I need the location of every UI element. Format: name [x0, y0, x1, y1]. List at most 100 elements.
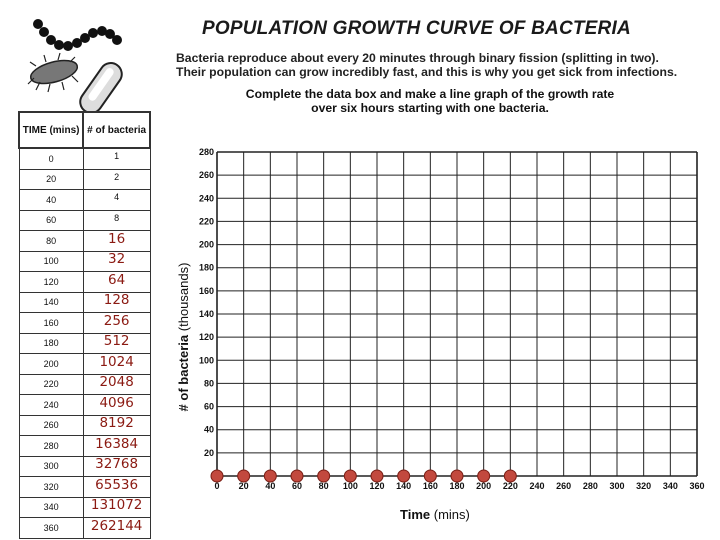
x-tick-label: 340 — [663, 481, 678, 491]
x-tick-label: 200 — [476, 481, 491, 491]
x-tick-label: 320 — [636, 481, 651, 491]
table-row: 180 512 — [18, 332, 151, 354]
data-point — [210, 469, 224, 483]
y-tick-label: 120 — [199, 332, 214, 342]
y-tick-label: 200 — [199, 240, 214, 250]
bacteria-chain-icon — [33, 19, 122, 51]
x-tick-label: 360 — [689, 481, 704, 491]
bacteria-cell[interactable]: 512 — [82, 332, 151, 354]
data-point — [237, 469, 251, 483]
y-tick-label: 260 — [199, 170, 214, 180]
intro-text: Bacteria reproduce about every 20 minute… — [176, 51, 716, 79]
table-row: 300 32768 — [18, 455, 151, 477]
x-tick-label: 140 — [396, 481, 411, 491]
x-tick-label: 60 — [292, 481, 302, 491]
table-row: 140 128 — [18, 291, 151, 313]
time-cell: 360 — [18, 517, 84, 539]
data-point — [450, 469, 464, 483]
time-cell: 0 — [18, 147, 84, 170]
handwritten-answer: 32768 — [95, 456, 139, 473]
handwritten-answer: 128 — [103, 292, 130, 309]
table-row: 360 262144 — [18, 517, 151, 539]
handwritten-answer: 32 — [108, 251, 126, 268]
table-row: 40 4 — [18, 189, 151, 211]
bacteria-cell[interactable]: 16 — [82, 230, 151, 252]
y-tick-label: 180 — [199, 263, 214, 273]
given-count: 2 — [114, 171, 120, 182]
x-tick-label: 160 — [423, 481, 438, 491]
intro-line-1: Bacteria reproduce about every 20 minute… — [176, 51, 659, 65]
y-tick-label: 100 — [199, 355, 214, 365]
bacteria-cell[interactable]: 32768 — [82, 455, 151, 477]
handwritten-answer: 4096 — [99, 394, 134, 411]
x-tick-label: 220 — [503, 481, 518, 491]
data-table: TIME (mins) # of bacteria 0 1 20 2 40 4 60 8 80 1… — [17, 111, 151, 539]
x-tick-label: 20 — [239, 481, 249, 491]
bacteria-cell[interactable]: 16384 — [82, 435, 151, 457]
handwritten-answer: 131072 — [90, 497, 143, 514]
rod-bacterium-icon — [27, 52, 79, 93]
x-axis-label-units: (mins) — [433, 507, 470, 522]
bacteria-cell[interactable]: 8192 — [82, 414, 151, 436]
data-point — [343, 469, 357, 483]
bacteria-cell[interactable]: 262144 — [82, 517, 151, 539]
handwritten-answer: 65536 — [95, 476, 139, 493]
bacteria-cell[interactable]: 1 — [82, 147, 151, 170]
handwritten-answer: 262144 — [90, 517, 143, 534]
x-tick-label: 260 — [556, 481, 571, 491]
x-tick-label: 40 — [265, 481, 275, 491]
handwritten-answer: 512 — [103, 333, 130, 350]
time-column-header: TIME (mins) — [17, 111, 85, 149]
instructions: Complete the data box and make a line gr… — [210, 87, 650, 115]
y-tick-label: 280 — [199, 147, 214, 157]
table-row: 280 16384 — [18, 435, 151, 457]
data-point — [423, 469, 437, 483]
bacteria-cell[interactable]: 2048 — [82, 373, 151, 395]
table-row: 80 16 — [18, 230, 151, 252]
data-point — [263, 469, 277, 483]
data-point — [397, 469, 411, 483]
y-tick-label: 80 — [204, 378, 214, 388]
x-axis-label: Time (mins) — [400, 507, 470, 522]
instruction-line-2: over six hours starting with one bacteri… — [311, 101, 549, 115]
bacteria-illustration — [27, 19, 123, 112]
page-title: POPULATION GROWTH CURVE OF BACTERIA — [202, 18, 631, 39]
x-tick-label: 80 — [319, 481, 329, 491]
handwritten-answer: 8192 — [99, 415, 134, 432]
data-point — [317, 469, 331, 483]
x-tick-label: 100 — [343, 481, 358, 491]
table-row: 240 4096 — [18, 394, 151, 416]
table-row: 200 1024 — [18, 353, 151, 375]
bacteria-cell[interactable]: 4096 — [82, 394, 151, 416]
handwritten-answer: 64 — [108, 271, 126, 288]
table-row: 220 2048 — [18, 373, 151, 395]
handwritten-answer: 256 — [103, 312, 130, 329]
x-axis-label-bold: Time — [400, 507, 431, 522]
data-point — [370, 469, 384, 483]
given-count: 8 — [114, 212, 120, 223]
given-count: 1 — [114, 151, 120, 162]
x-tick-label: 180 — [449, 481, 464, 491]
instruction-line-1: Complete the data box and make a line gr… — [245, 87, 615, 101]
given-count: 4 — [114, 192, 120, 203]
x-tick-label: 280 — [583, 481, 598, 491]
handwritten-answer: 2048 — [99, 374, 134, 391]
capsule-bacterium-icon — [79, 62, 123, 112]
bacteria-cell[interactable]: 1024 — [82, 353, 151, 375]
x-tick-label: 0 — [214, 481, 219, 491]
y-tick-label: 240 — [199, 193, 214, 203]
y-tick-label: 40 — [204, 425, 214, 435]
y-tick-label: 160 — [199, 286, 214, 296]
table-row: 260 8192 — [18, 414, 151, 436]
y-tick-label: 220 — [199, 216, 214, 226]
handwritten-answer: 1024 — [99, 353, 134, 370]
data-point — [503, 469, 517, 483]
handwritten-answer: 16 — [108, 230, 126, 247]
time-cell: 340 — [18, 496, 84, 518]
y-tick-label: 60 — [204, 402, 214, 412]
data-point — [290, 469, 304, 483]
handwritten-answer: 16384 — [95, 435, 139, 452]
y-tick-label: 20 — [204, 448, 214, 458]
